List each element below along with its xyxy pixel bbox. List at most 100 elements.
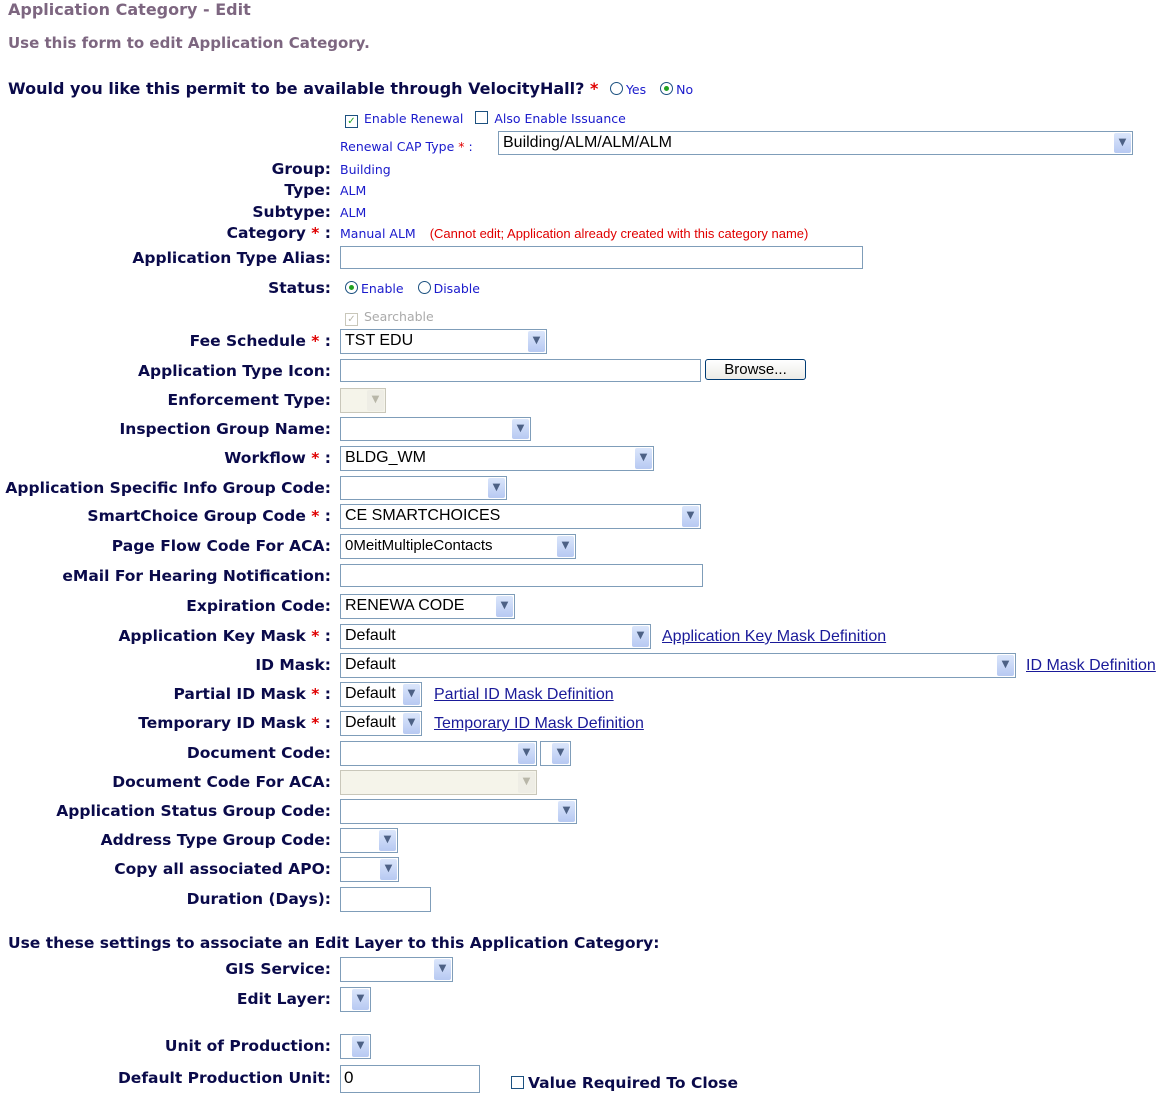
fee-select[interactable]: TST EDU ▼ xyxy=(340,329,547,354)
partial-definition-link[interactable]: Partial ID Mask Definition xyxy=(434,686,614,703)
icon-file-input[interactable] xyxy=(340,359,701,382)
asi-select[interactable]: ▼ xyxy=(340,476,507,500)
duration-label: Duration (Days): xyxy=(186,890,331,908)
fee-label: Fee Schedule * : xyxy=(189,332,331,350)
chevron-down-icon: ▼ xyxy=(512,419,529,439)
category-label: Category * : xyxy=(226,224,331,242)
pageflow-label: Page Flow Code For ACA: xyxy=(111,537,331,555)
browse-button[interactable]: Browse... xyxy=(705,359,806,380)
appkey-definition-link[interactable]: Application Key Mask Definition xyxy=(662,628,887,645)
icon-label: Application Type Icon: xyxy=(138,362,331,380)
status-label: Status: xyxy=(268,279,331,297)
chevron-down-icon: ▼ xyxy=(380,859,397,880)
also-issuance-label: Also Enable Issuance xyxy=(494,111,626,126)
doc-secondary-select[interactable]: ▼ xyxy=(540,741,571,766)
email-input[interactable] xyxy=(340,564,703,587)
temp-label: Temporary ID Mask * : xyxy=(138,714,331,732)
chevron-down-icon: ▼ xyxy=(997,655,1014,676)
email-label: eMail For Hearing Notification: xyxy=(62,567,331,585)
chevron-down-icon: ▼ xyxy=(488,478,505,498)
type-value: ALM xyxy=(340,183,367,198)
group-label: Group: xyxy=(271,160,331,178)
address-select[interactable]: ▼ xyxy=(340,828,398,853)
required-star: * xyxy=(590,79,599,98)
chevron-down-icon: ▼ xyxy=(632,626,649,647)
velocity-question: Would you like this permit to be availab… xyxy=(8,79,693,98)
value-required-option: Value Required To Close xyxy=(511,1074,738,1092)
temp-select[interactable]: Default ▼ xyxy=(340,711,422,736)
edit-layer-heading: Use these settings to associate an Edit … xyxy=(8,934,660,952)
address-label: Address Type Group Code: xyxy=(100,831,331,849)
chevron-down-icon: ▼ xyxy=(528,331,545,352)
idmask-definition-link[interactable]: ID Mask Definition xyxy=(1026,657,1156,674)
chevron-down-icon: ▼ xyxy=(367,390,384,411)
appkey-select[interactable]: Default ▼ xyxy=(340,624,651,649)
doc-select[interactable]: ▼ xyxy=(340,741,537,766)
radio-yes[interactable] xyxy=(609,82,623,95)
partial-select[interactable]: Default ▼ xyxy=(340,682,422,707)
alias-label: Application Type Alias: xyxy=(132,249,331,267)
chevron-down-icon: ▼ xyxy=(682,506,699,527)
docaca-select[interactable]: ▼ xyxy=(340,770,537,795)
chevron-down-icon: ▼ xyxy=(403,713,420,734)
unit-select[interactable]: ▼ xyxy=(340,1034,371,1059)
asi-label: Application Specific Info Group Code: xyxy=(5,479,331,497)
docaca-label: Document Code For ACA: xyxy=(112,773,331,791)
inspection-select[interactable]: ▼ xyxy=(340,417,531,441)
enforcement-select[interactable]: ▼ xyxy=(340,388,386,413)
appkey-label: Application Key Mask * : xyxy=(118,627,331,645)
chevron-down-icon: ▼ xyxy=(403,684,420,705)
workflow-select[interactable]: BLDG_WM ▼ xyxy=(340,446,654,471)
chevron-down-icon: ▼ xyxy=(496,596,513,617)
page-title: Application Category - Edit xyxy=(8,0,251,19)
type-label: Type: xyxy=(284,181,331,199)
pageflow-select[interactable]: 0MeitMultipleContacts ▼ xyxy=(340,534,576,559)
enable-renewal-checkbox[interactable]: ✓ xyxy=(345,115,358,128)
alias-input[interactable] xyxy=(340,246,863,269)
also-issuance-checkbox[interactable] xyxy=(475,111,489,124)
unit-label: Unit of Production: xyxy=(164,1037,331,1055)
idmask-label: ID Mask: xyxy=(255,656,331,674)
duration-input[interactable] xyxy=(340,887,431,912)
chevron-down-icon: ▼ xyxy=(434,959,451,980)
chevron-down-icon: ▼ xyxy=(635,448,652,469)
chevron-down-icon: ▼ xyxy=(352,989,369,1010)
idmask-select[interactable]: Default ▼ xyxy=(340,653,1016,678)
default-unit-label: Default Production Unit: xyxy=(117,1069,331,1087)
enable-renewal-label: Enable Renewal xyxy=(364,111,464,126)
expiration-label: Expiration Code: xyxy=(186,597,331,615)
expiration-select[interactable]: RENEWA CODE ▼ xyxy=(340,594,515,619)
renewal-options: ✓ Enable Renewal Also Enable Issuance xyxy=(345,111,626,128)
chevron-down-icon: ▼ xyxy=(558,801,575,822)
chevron-down-icon: ▼ xyxy=(1114,133,1131,153)
chevron-down-icon: ▼ xyxy=(557,536,574,557)
renewal-cap-select[interactable]: Building/ALM/ALM/ALM ▼ xyxy=(498,131,1133,155)
appstatus-label: Application Status Group Code: xyxy=(56,802,331,820)
radio-no[interactable] xyxy=(660,82,674,95)
gis-label: GIS Service: xyxy=(225,960,331,978)
searchable-checkbox[interactable]: ✓ xyxy=(345,313,358,326)
page-subtitle: Use this form to edit Application Catego… xyxy=(8,34,370,52)
edit-layer-label: Edit Layer: xyxy=(236,990,331,1008)
doc-label: Document Code: xyxy=(186,744,331,762)
no-label: No xyxy=(676,82,694,97)
smartchoice-select[interactable]: CE SMARTCHOICES ▼ xyxy=(340,504,701,529)
chevron-down-icon: ▼ xyxy=(518,772,535,793)
chevron-down-icon: ▼ xyxy=(352,1036,369,1057)
appstatus-select[interactable]: ▼ xyxy=(340,799,577,824)
yes-label: Yes xyxy=(625,82,647,97)
category-note: (Cannot edit; Application already create… xyxy=(429,226,809,241)
copyapo-select[interactable]: ▼ xyxy=(340,857,399,882)
group-value: Building xyxy=(340,162,391,177)
copyapo-label: Copy all associated APO: xyxy=(114,860,331,878)
default-unit-input[interactable]: 0 xyxy=(340,1065,480,1093)
subtype-label: Subtype: xyxy=(252,203,331,221)
edit-layer-select[interactable]: ▼ xyxy=(340,987,371,1012)
gis-select[interactable]: ▼ xyxy=(340,957,453,982)
radio-enable[interactable] xyxy=(345,281,358,294)
workflow-label: Workflow * : xyxy=(224,449,331,467)
temp-definition-link[interactable]: Temporary ID Mask Definition xyxy=(434,715,644,732)
subtype-value: ALM xyxy=(340,205,367,220)
radio-disable[interactable] xyxy=(417,281,431,294)
value-required-checkbox[interactable] xyxy=(511,1076,524,1089)
